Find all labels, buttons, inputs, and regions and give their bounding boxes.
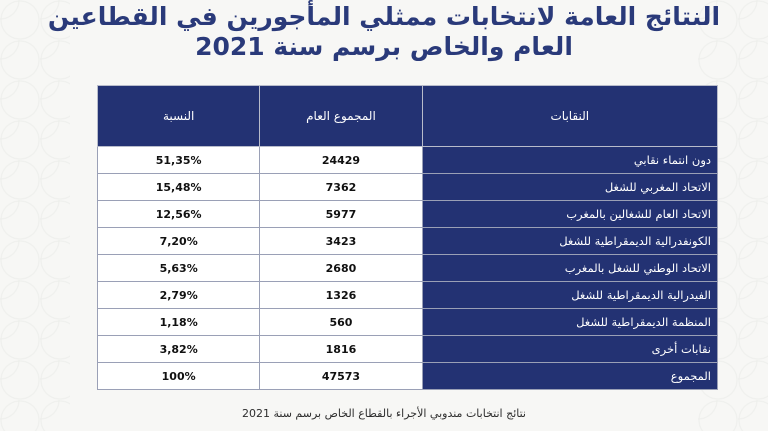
cell-percent: 2,79% <box>96 281 261 309</box>
cell-total: 7362 <box>259 173 423 201</box>
table-row: نقابات أخرى 1816 3,82% <box>96 335 719 363</box>
cell-percent: 12,56% <box>96 200 261 228</box>
cell-percent: 15,48% <box>96 173 261 201</box>
cell-percent: 5,63% <box>96 254 261 282</box>
table-row: المنظمة الديمقراطية للشغل 560 1,18% <box>96 308 719 336</box>
table-header-row: النقابات المجموع العام النسبة <box>96 85 719 147</box>
cell-total: 47573 <box>259 362 423 390</box>
cell-total: 5977 <box>259 200 423 228</box>
cell-union: الاتحاد الوطني للشغل بالمغرب <box>421 254 719 282</box>
table-row: الاتحاد الوطني للشغل بالمغرب 2680 5,63% <box>96 254 719 282</box>
table-row: الفيدرالية الديمقراطية للشغل 1326 2,79% <box>96 281 719 309</box>
footer-caption: نتائج انتخابات مندوبي الأجراء بالقطاع ال… <box>241 407 526 420</box>
cell-union: المجموع <box>421 362 719 390</box>
cell-percent: 1,18% <box>96 308 261 336</box>
cell-total: 3423 <box>259 227 423 255</box>
table-row: الاتحاد العام للشغالين بالمغرب 5977 12,56% <box>96 200 719 228</box>
cell-union: الاتحاد العام للشغالين بالمغرب <box>421 200 719 228</box>
cell-total: 1816 <box>259 335 423 363</box>
results-table-container: النقابات المجموع العام النسبة دون انتماء… <box>96 85 719 390</box>
cell-percent: 51,35% <box>96 146 261 174</box>
table-row: الكونفدرالية الديمقراطية للشغل 3423 7,20% <box>96 227 719 255</box>
header-union: النقابات <box>421 85 719 147</box>
header-total: المجموع العام <box>259 85 423 147</box>
title-line-1: النتائج العامة لانتخابات ممثلي المأجورين… <box>47 2 721 31</box>
cell-union: المنظمة الديمقراطية للشغل <box>421 308 719 336</box>
table-body: دون انتماء نقابي 24429 51,35% الاتحاد المغر… <box>96 146 719 390</box>
cell-union: نقابات أخرى <box>421 335 719 363</box>
cell-union: الكونفدرالية الديمقراطية للشغل <box>421 227 719 255</box>
cell-percent: 100% <box>96 362 261 390</box>
cell-total: 1326 <box>259 281 423 309</box>
cell-total: 560 <box>259 308 423 336</box>
page-title: النتائج العامة لانتخابات ممثلي المأجورين… <box>0 2 768 62</box>
header-percent: النسبة <box>96 85 261 147</box>
background-pattern-left <box>0 0 70 431</box>
title-line-2: العام والخاص برسم سنة 2021 <box>195 32 573 61</box>
cell-union: الاتحاد المغربي للشغل <box>421 173 719 201</box>
cell-percent: 7,20% <box>96 227 261 255</box>
cell-total: 24429 <box>259 146 423 174</box>
cell-union: دون انتماء نقابي <box>421 146 719 174</box>
table-row: المجموع 47573 100% <box>96 362 719 390</box>
cell-total: 2680 <box>259 254 423 282</box>
table-row: الاتحاد المغربي للشغل 7362 15,48% <box>96 173 719 201</box>
table-row: دون انتماء نقابي 24429 51,35% <box>96 146 719 174</box>
cell-percent: 3,82% <box>96 335 261 363</box>
cell-union: الفيدرالية الديمقراطية للشغل <box>421 281 719 309</box>
results-table: النقابات المجموع العام النسبة دون انتماء… <box>96 85 719 390</box>
